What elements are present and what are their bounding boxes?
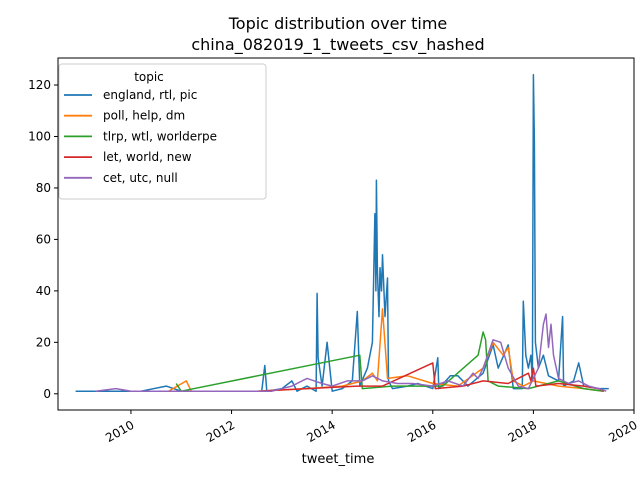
y-axis: 0 20 40 60 80 100 120 <box>28 78 58 401</box>
plot-frame <box>57 57 635 411</box>
y-tick-label-3: 60 <box>36 232 51 246</box>
x-axis-label: tweet_time <box>302 452 375 467</box>
legend-label-1: poll, help, dm <box>103 109 185 123</box>
y-tick-label-5: 100 <box>28 129 51 143</box>
legend-label-2: tlrp, wtl, worlderpe <box>103 129 217 143</box>
chart-title-line2: china_082019_1_tweets_csv_hashed <box>191 35 484 55</box>
y-tick-label-2: 40 <box>36 284 51 298</box>
legend-box <box>58 63 267 200</box>
chart-title-line1: Topic distribution over time <box>228 14 448 33</box>
series-line-3 <box>221 362 605 392</box>
series-line-4 <box>95 313 607 392</box>
series-line-0 <box>75 73 609 392</box>
legend-title: topic <box>134 70 164 84</box>
y-tick-label-6: 120 <box>28 78 51 92</box>
y-tick-label-0: 0 <box>43 387 51 401</box>
legend-entries: england, rtl, pic poll, help, dm tlrp, wtl… <box>64 88 217 185</box>
y-tick-label-4: 80 <box>36 181 51 195</box>
series-line-2 <box>175 331 604 392</box>
plot-area <box>57 57 635 411</box>
legend-label-3: let, world, new <box>103 150 192 164</box>
legend-label-0: england, rtl, pic <box>103 88 197 102</box>
legend-label-4: cet, utc, null <box>103 171 178 185</box>
series-layer <box>75 73 609 392</box>
legend: topic england, rtl, pic poll, help, dm tlr… <box>58 63 267 200</box>
y-tick-label-1: 20 <box>36 335 51 349</box>
